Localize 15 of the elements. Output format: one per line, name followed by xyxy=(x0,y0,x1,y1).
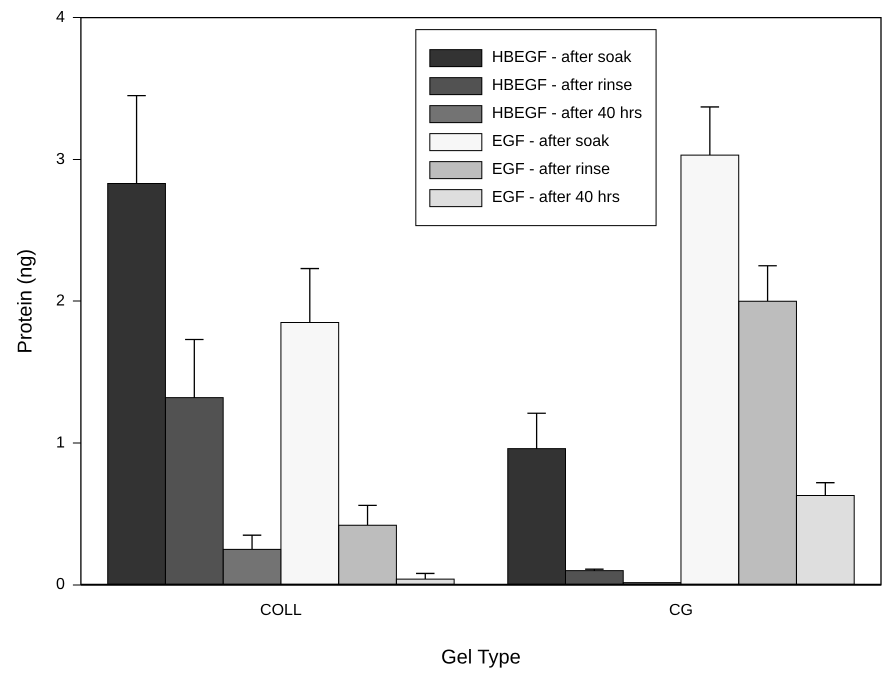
y-tick-label: 1 xyxy=(56,434,65,452)
y-axis-title: Protein (ng) xyxy=(14,248,37,354)
legend-label: HBEGF - after 40 hrs xyxy=(492,105,642,122)
x-tick-label: COLL xyxy=(260,602,302,619)
y-tick-label: 3 xyxy=(56,150,65,168)
y-tick-label: 2 xyxy=(56,292,65,310)
y-tick-label: 0 xyxy=(56,576,65,594)
y-tick-label: 4 xyxy=(56,9,65,26)
legend-label: HBEGF - after rinse xyxy=(492,77,632,94)
x-axis-title: Gel Type xyxy=(441,646,521,669)
legend-label: EGF - after rinse xyxy=(492,161,610,178)
legend-label: EGF - after 40 hrs xyxy=(492,189,620,206)
legend-label: HBEGF - after soak xyxy=(492,49,632,66)
x-tick-label: CG xyxy=(668,602,693,619)
legend-label: EGF - after soak xyxy=(492,133,610,150)
